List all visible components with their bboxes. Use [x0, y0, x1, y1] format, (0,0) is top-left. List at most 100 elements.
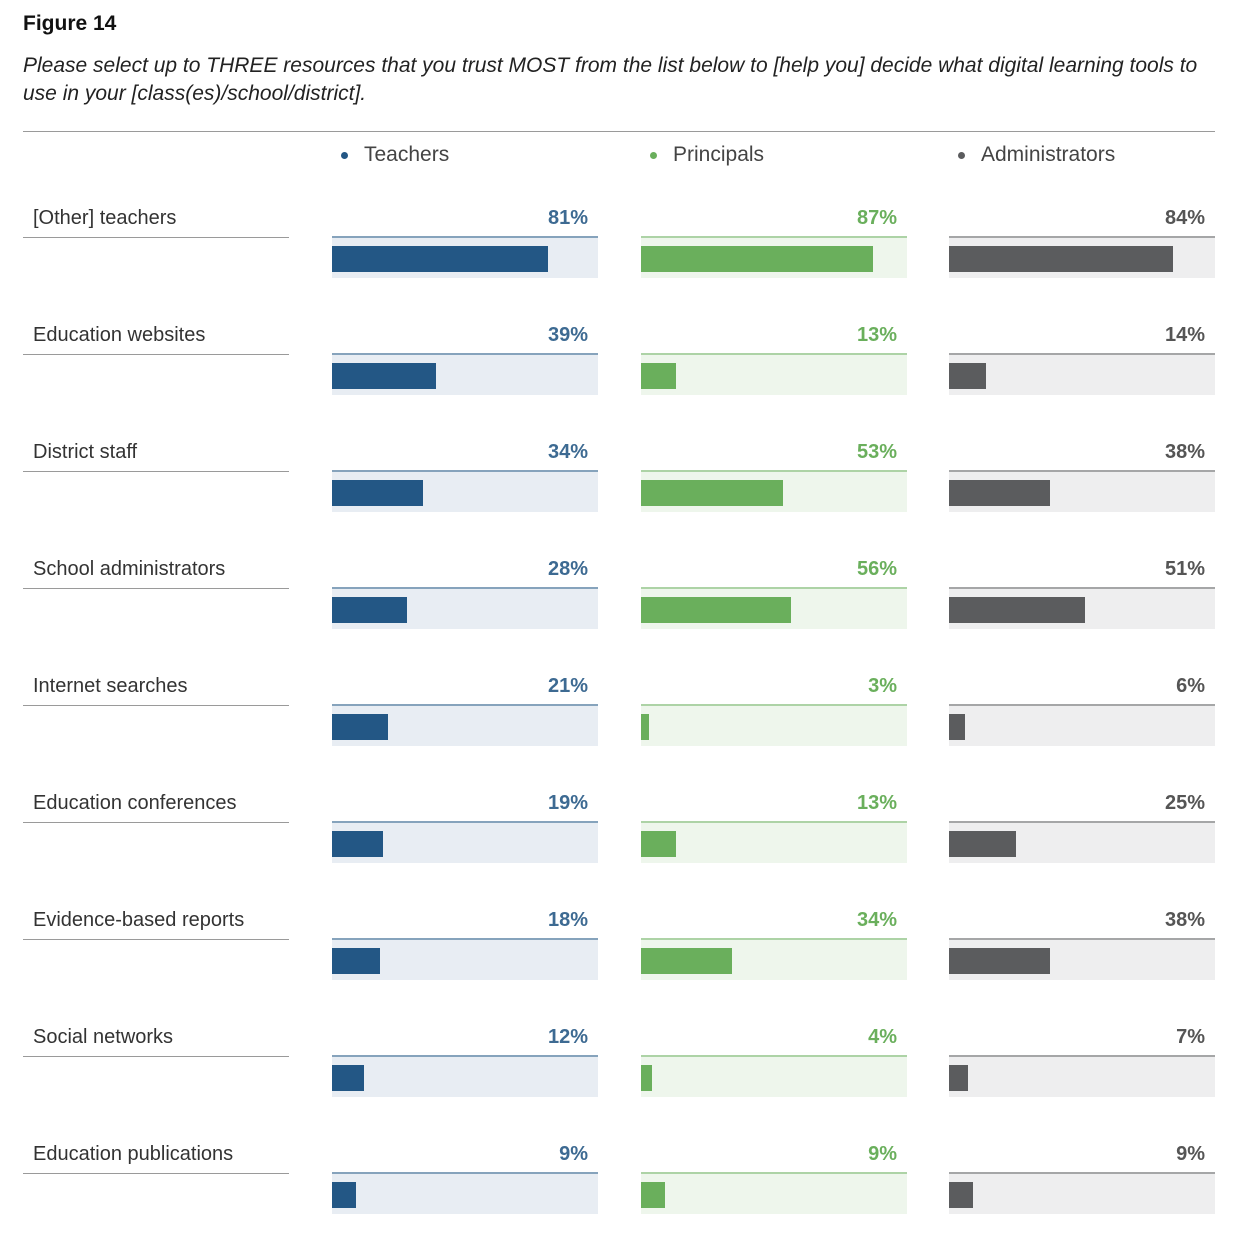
value-rule — [641, 236, 907, 238]
bar-track — [949, 589, 1215, 629]
category-rule — [23, 588, 289, 589]
category-rule — [23, 1173, 289, 1174]
bar-track — [332, 589, 598, 629]
bar-administrators — [949, 246, 1173, 272]
category-label: Education websites — [33, 324, 206, 346]
value-rule — [641, 704, 907, 706]
bar-track — [641, 238, 907, 278]
legend-dot-teachers — [341, 151, 348, 159]
bar-teachers — [332, 480, 423, 506]
data-label: 39% — [547, 324, 588, 346]
data-label: 34% — [547, 441, 588, 463]
value-rule — [332, 1055, 598, 1057]
value-rule — [949, 704, 1215, 706]
data-label: 81% — [547, 207, 588, 229]
value-rule — [949, 236, 1215, 238]
data-label: 25% — [1164, 792, 1205, 814]
data-label: 14% — [1164, 324, 1205, 346]
category-label: Education conferences — [33, 792, 237, 814]
data-label: 9% — [868, 1143, 897, 1165]
bar-track — [641, 472, 907, 512]
legend-label: Principals — [673, 143, 765, 166]
bar-track — [949, 823, 1215, 863]
bar-track — [641, 823, 907, 863]
bar-principals — [641, 363, 676, 389]
bar-track — [641, 589, 907, 629]
legend-dot-administrators — [958, 151, 965, 159]
bar-administrators — [949, 1065, 968, 1091]
bar-track — [641, 1174, 907, 1214]
data-label: 87% — [856, 207, 897, 229]
bar-principals — [641, 1182, 665, 1208]
bar-teachers — [332, 246, 548, 272]
value-rule — [332, 704, 598, 706]
bar-track — [641, 706, 907, 746]
bar-teachers — [332, 948, 380, 974]
bar-principals — [641, 831, 676, 857]
bar-teachers — [332, 1182, 356, 1208]
legend-item-teachers: Teachers — [341, 143, 449, 167]
data-label: 84% — [1164, 207, 1205, 229]
bar-track — [641, 940, 907, 980]
value-rule — [949, 821, 1215, 823]
data-label: 12% — [547, 1026, 588, 1048]
bar-teachers — [332, 714, 388, 740]
category-label: Evidence-based reports — [33, 909, 245, 931]
chart-subtitle: Please select up to THREE resources that… — [23, 54, 1198, 105]
bar-administrators — [949, 480, 1050, 506]
bar-administrators — [949, 948, 1050, 974]
value-rule — [949, 353, 1215, 355]
bar-principals — [641, 246, 873, 272]
category-rule — [23, 939, 289, 940]
data-label: 19% — [547, 792, 588, 814]
bar-administrators — [949, 714, 965, 740]
bar-track — [332, 823, 598, 863]
value-rule — [641, 1055, 907, 1057]
bar-track — [332, 238, 598, 278]
category-rule — [23, 1056, 289, 1057]
top-divider — [23, 131, 1215, 132]
bar-track — [641, 355, 907, 395]
bar-track — [949, 355, 1215, 395]
bar-track — [332, 472, 598, 512]
category-rule — [23, 354, 289, 355]
data-label: 28% — [547, 558, 588, 580]
value-rule — [332, 587, 598, 589]
bar-track — [949, 940, 1215, 980]
bar-administrators — [949, 363, 986, 389]
data-label: 13% — [856, 792, 897, 814]
category-rule — [23, 822, 289, 823]
bar-track — [332, 940, 598, 980]
value-rule — [641, 821, 907, 823]
bar-track — [641, 1057, 907, 1097]
data-label: 51% — [1164, 558, 1205, 580]
bar-principals — [641, 480, 783, 506]
value-rule — [641, 1172, 907, 1174]
bar-track — [949, 706, 1215, 746]
bar-track — [332, 1057, 598, 1097]
data-label: 9% — [559, 1143, 588, 1165]
value-rule — [949, 1172, 1215, 1174]
bar-track — [949, 472, 1215, 512]
category-rule — [23, 237, 289, 238]
bar-track — [332, 1174, 598, 1214]
category-label: Education publications — [33, 1143, 234, 1165]
bar-teachers — [332, 831, 383, 857]
data-label: 9% — [1176, 1143, 1205, 1165]
value-rule — [332, 938, 598, 940]
data-label: 53% — [856, 441, 897, 463]
bar-principals — [641, 714, 649, 740]
bar-principals — [641, 597, 791, 623]
data-label: 13% — [856, 324, 897, 346]
bar-principals — [641, 1065, 652, 1091]
value-rule — [641, 938, 907, 940]
value-rule — [641, 470, 907, 472]
category-label: School administrators — [33, 558, 226, 580]
bar-track — [949, 238, 1215, 278]
bar-teachers — [332, 1065, 364, 1091]
category-rule — [23, 705, 289, 706]
value-rule — [949, 470, 1215, 472]
value-rule — [949, 938, 1215, 940]
data-label: 56% — [856, 558, 897, 580]
legend-label: Administrators — [981, 143, 1116, 166]
